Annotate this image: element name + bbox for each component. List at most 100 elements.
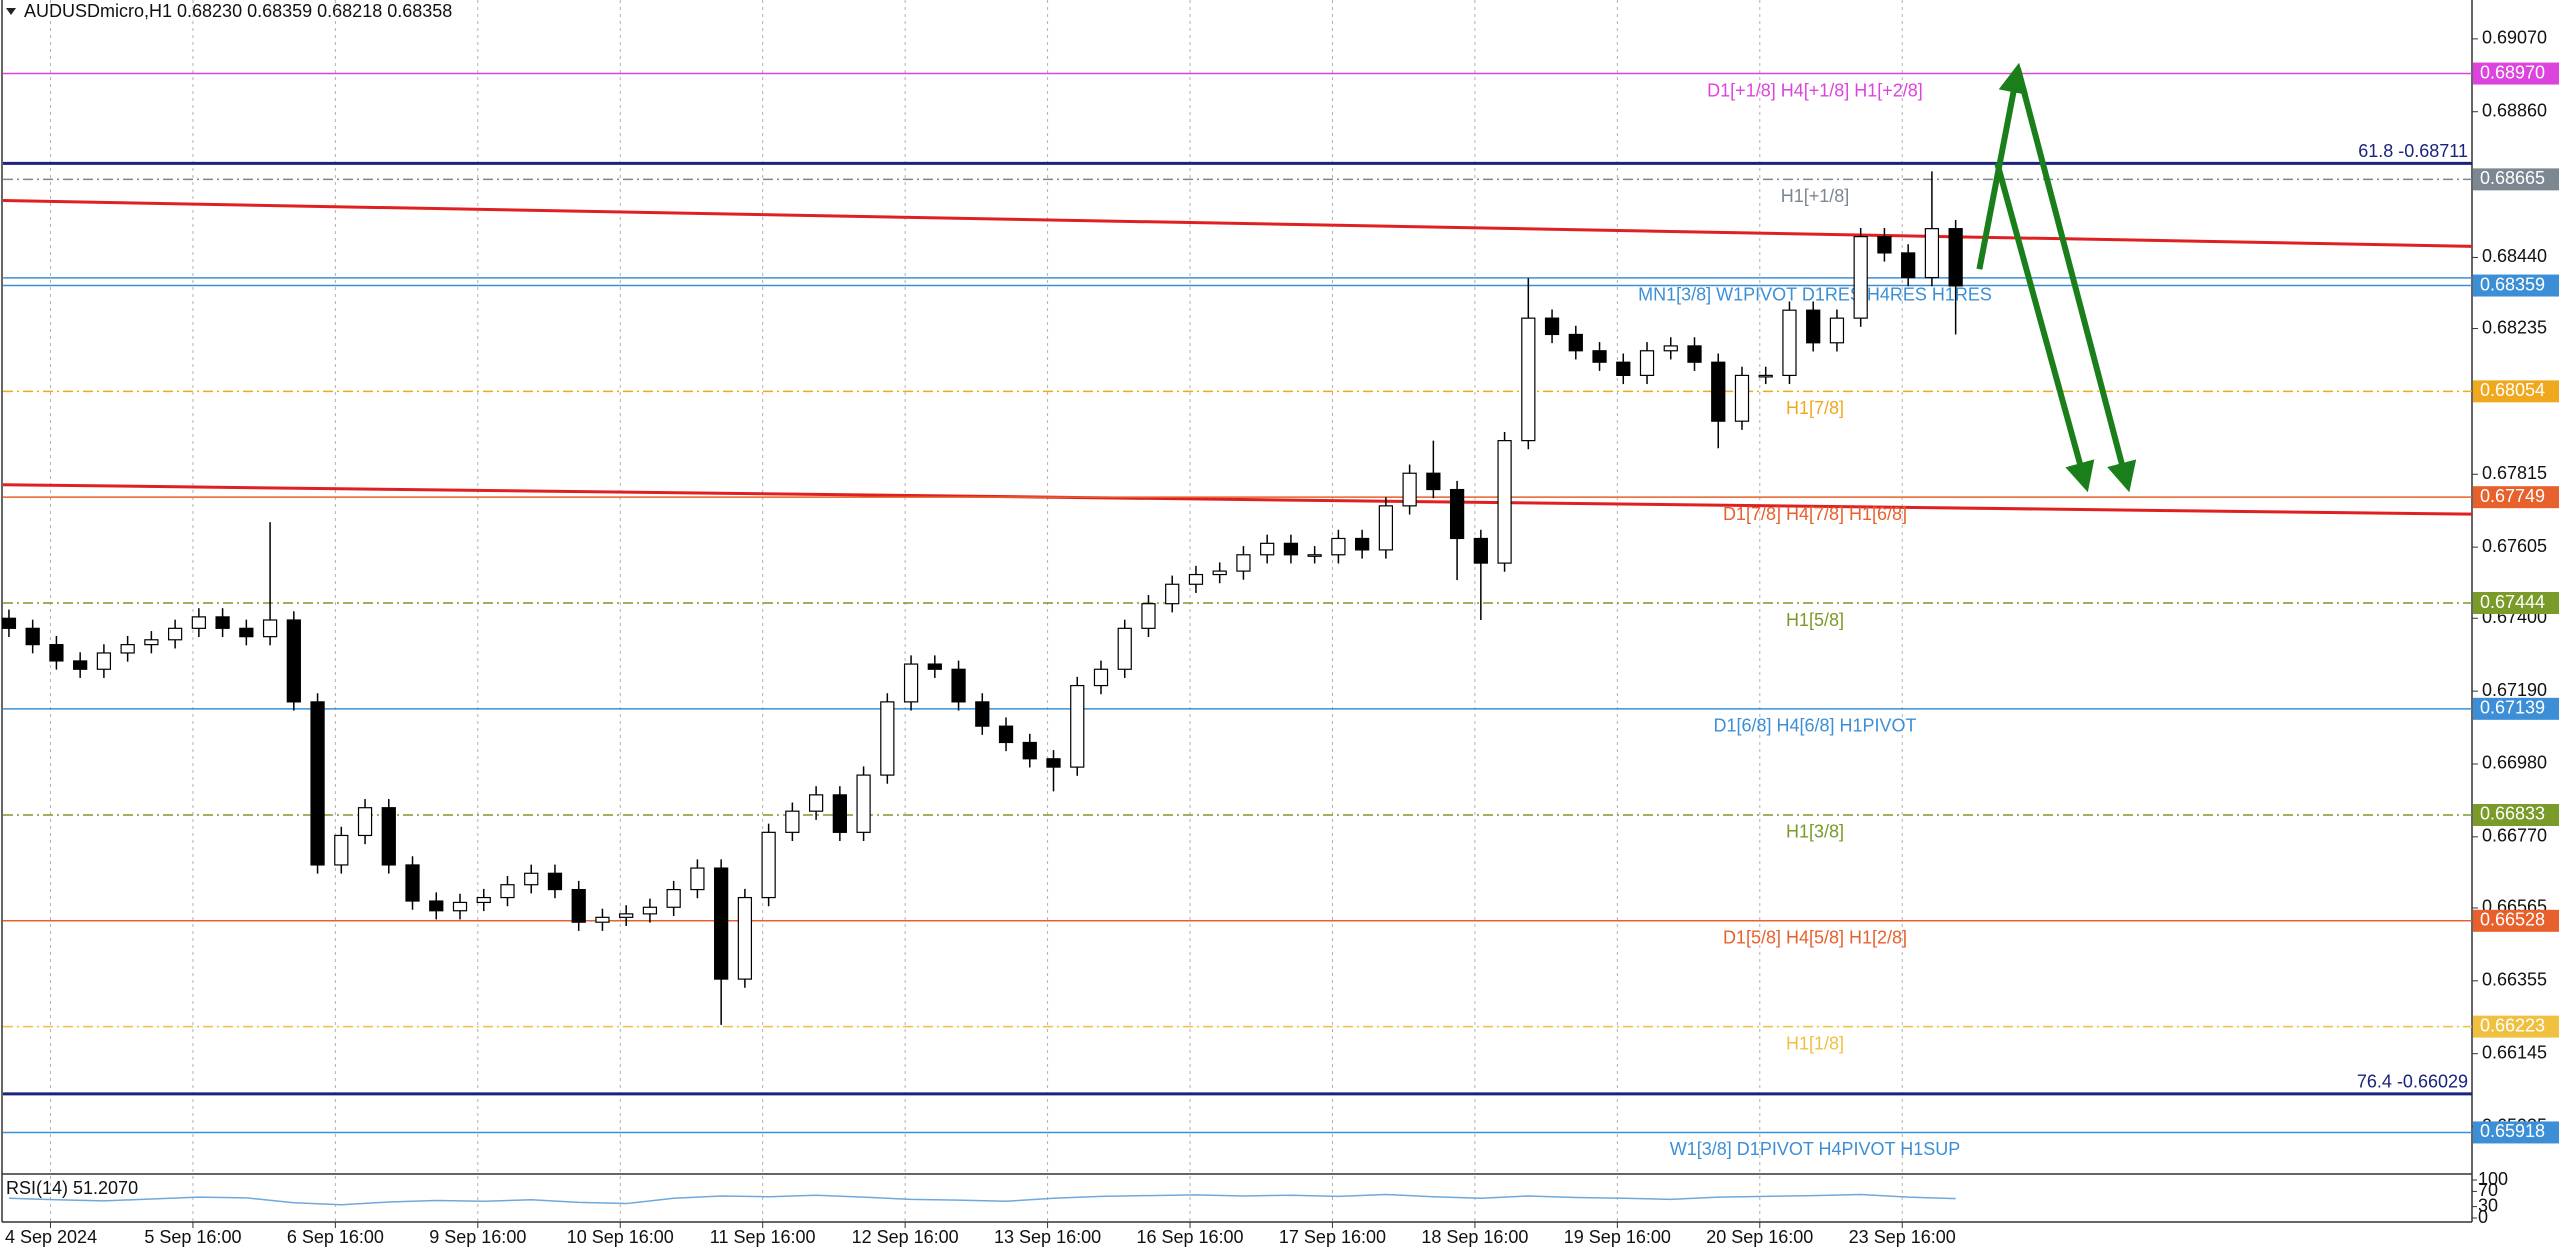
price-box	[2473, 803, 2559, 826]
candle-body	[761, 831, 776, 899]
candle-body	[120, 644, 135, 654]
candle-body	[286, 619, 301, 703]
level-label: D1[6/8] H4[6/8] H1PIVOT	[1713, 716, 1916, 736]
candle-body	[951, 668, 966, 703]
x-tick-label: 13 Sep 16:00	[994, 1227, 1101, 1247]
candle-body	[880, 701, 895, 776]
candle-body	[1378, 505, 1394, 551]
x-tick-label: 20 Sep 16:00	[1706, 1227, 1813, 1247]
price-box-label: 0.68359	[2480, 274, 2545, 294]
candle-body	[1022, 741, 1037, 760]
rsi-tick-label: 30	[2478, 1195, 2498, 1215]
menu-triangle[interactable]	[6, 8, 16, 15]
candle-body	[1212, 570, 1227, 576]
candle-body	[737, 896, 753, 980]
y-tick-label: 0.66145	[2482, 1042, 2547, 1062]
candle-body	[856, 774, 871, 833]
price-box	[2473, 62, 2559, 85]
price-box-label: 0.66833	[2480, 804, 2545, 824]
y-tick-label: 0.66980	[2482, 753, 2547, 773]
candle-body	[1592, 350, 1607, 363]
rsi-tick-label: 0	[2478, 1207, 2488, 1227]
price-box	[2473, 168, 2559, 191]
candle-body	[1, 617, 17, 629]
x-tick-label: 11 Sep 16:00	[710, 1227, 816, 1247]
candle-body	[381, 807, 396, 866]
candle-body	[1046, 758, 1061, 768]
level-label: W1[3/8] D1PIVOT H4PIVOT H1SUP	[1670, 1139, 1960, 1159]
candle-body	[500, 884, 515, 899]
candle-body	[832, 794, 847, 833]
price-box-label: 0.65918	[2480, 1121, 2545, 1141]
candle-body	[310, 701, 325, 866]
y-tick-label: 0.66355	[2482, 970, 2547, 990]
price-box	[2473, 1121, 2559, 1144]
candle-body	[1283, 542, 1299, 556]
candle-body	[25, 627, 40, 646]
candle-body	[1165, 583, 1180, 605]
candle-body	[1449, 488, 1465, 540]
rsi-line	[8, 1193, 1956, 1206]
x-tick-label: 12 Sep 16:00	[852, 1227, 959, 1247]
level-label: D1[+1/8] H4[+1/8] H1[+2/8]	[1707, 80, 1923, 100]
price-box-label: 0.68665	[2480, 168, 2545, 188]
candle-body	[1948, 228, 1963, 287]
candle-body	[1402, 472, 1417, 507]
level-label: H1[+1/8]	[1781, 186, 1850, 206]
candle-body	[1260, 542, 1275, 556]
candle-body	[642, 906, 658, 915]
candle-body	[49, 644, 64, 662]
rsi-tick-label: 70	[2478, 1180, 2498, 1200]
arrow	[2015, 67, 2137, 493]
candle-body	[1734, 374, 1750, 422]
candle-body	[239, 627, 254, 638]
x-tick-label: 23 Sep 16:00	[1849, 1227, 1956, 1247]
candle-body	[690, 867, 705, 891]
arrow	[1994, 162, 2095, 493]
y-tick-label: 0.68440	[2482, 246, 2547, 266]
candle-body	[714, 867, 729, 980]
level-label: H1[5/8]	[1786, 610, 1844, 630]
candle-body	[1117, 627, 1132, 670]
candle-body	[215, 616, 230, 629]
candle-body	[1782, 309, 1797, 377]
y-tick-label: 0.67815	[2482, 463, 2547, 483]
candle-body	[1473, 537, 1488, 564]
level-label: H1[3/8]	[1786, 822, 1844, 842]
price-box-label: 0.66528	[2480, 910, 2545, 930]
candle-body	[903, 663, 919, 703]
fib-label: 76.4 -0.66029	[2357, 1072, 2468, 1092]
candle-body	[998, 725, 1014, 744]
price-box	[2473, 1015, 2559, 1038]
candle-body	[191, 616, 206, 629]
candle-body	[1639, 350, 1655, 377]
price-box	[2473, 697, 2559, 720]
candle-body	[1877, 236, 1892, 254]
x-tick-label: 18 Sep 16:00	[1421, 1227, 1528, 1247]
y-tick-label: 0.66770	[2482, 826, 2547, 846]
candle-body	[595, 916, 610, 923]
candle-body	[524, 872, 539, 886]
level-label: MN1[3/8] W1PIVOT D1RES H4RES H1RES	[1638, 285, 1992, 305]
candle-body	[619, 913, 634, 918]
candle-body	[1568, 333, 1583, 352]
x-tick-label: 4 Sep 2024	[5, 1227, 97, 1247]
x-tick-label: 9 Sep 16:00	[429, 1227, 526, 1247]
candle-body	[1355, 537, 1370, 551]
rsi-label: RSI(14) 51.2070	[6, 1178, 138, 1198]
price-box-label: 0.67444	[2480, 592, 2545, 612]
x-tick-label: 10 Sep 16:00	[567, 1227, 674, 1247]
y-tick-label: 0.69070	[2482, 28, 2547, 48]
candle-body	[1829, 317, 1845, 344]
candle-body	[452, 901, 468, 912]
candle-body	[1521, 317, 1536, 442]
candle-body	[1711, 361, 1726, 422]
trendline	[2, 483, 2473, 516]
level-label: D1[7/8] H4[7/8] H1[6/8]	[1723, 504, 1907, 524]
price-box	[2473, 909, 2559, 932]
candle-body	[808, 794, 824, 812]
candle-body	[1070, 684, 1085, 768]
candle-body	[144, 639, 159, 646]
